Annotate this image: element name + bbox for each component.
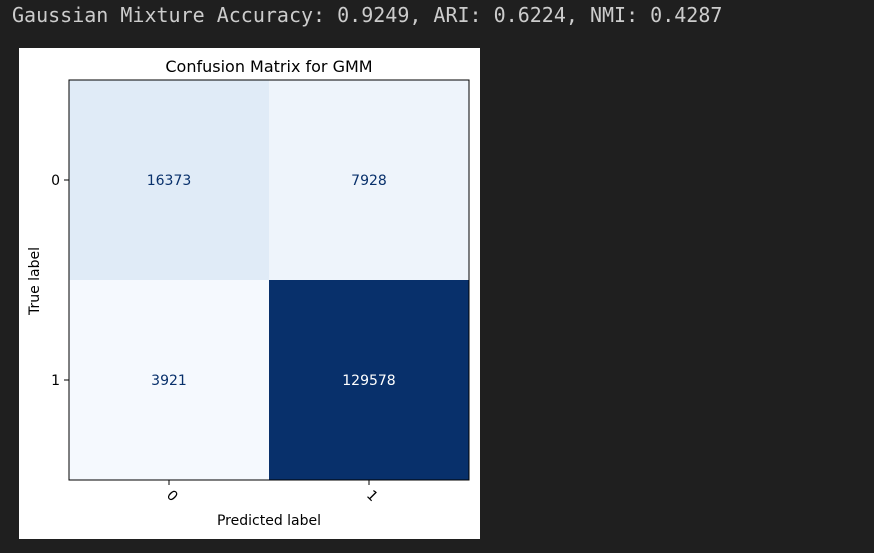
x-tick-label-0: 0 [163, 487, 181, 505]
heatmap-cell-0-1 [269, 80, 469, 280]
y-axis-label: True label [27, 247, 43, 316]
cell-value-1-0: 3921 [151, 373, 187, 389]
x-tick-label-1: 1 [363, 487, 381, 505]
cell-value-1-1: 129578 [342, 373, 395, 389]
confusion-matrix-figure: Confusion Matrix for GMM 16373 7928 3921 12… [19, 48, 480, 539]
heatmap-cell-1-0 [69, 280, 269, 480]
heatmap-cell-0-0 [69, 80, 269, 280]
cell-value-0-1: 7928 [351, 173, 387, 189]
x-axis-label: Predicted label [217, 513, 321, 529]
plot-frame [68, 79, 470, 481]
chart-title: Confusion Matrix for GMM [165, 57, 372, 76]
y-tick-label-1: 1 [51, 373, 60, 389]
heatmap-cell-1-1 [269, 280, 469, 480]
confusion-matrix-chart: Confusion Matrix for GMM 16373 7928 3921 12… [27, 57, 470, 529]
output-text: Gaussian Mixture Accuracy: 0.9249, ARI: … [12, 3, 723, 27]
y-tick-label-0: 0 [51, 173, 60, 189]
cell-value-0-0: 16373 [147, 173, 192, 189]
heatmap-cells: 16373 7928 3921 129578 [68, 79, 470, 481]
